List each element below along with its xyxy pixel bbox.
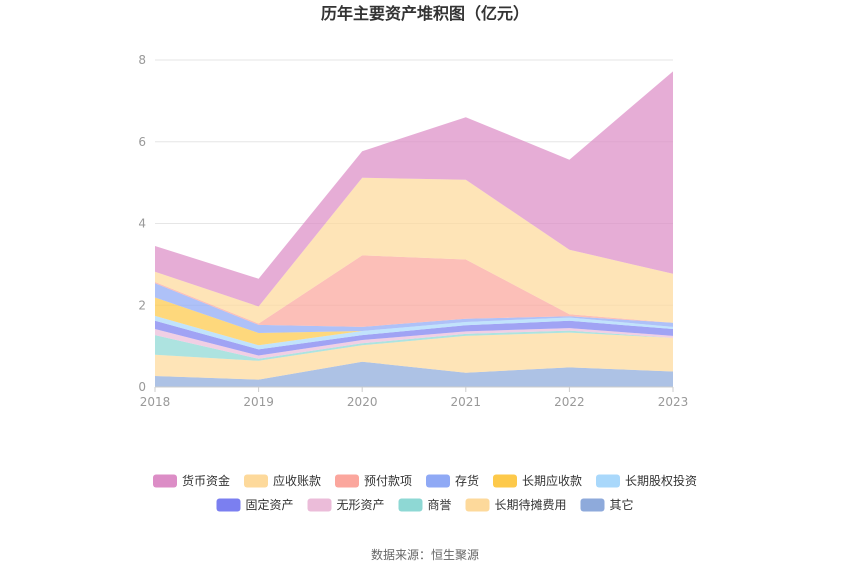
- legend-item-长期应收款[interactable]: 长期应收款: [493, 473, 582, 488]
- legend-label: 固定资产: [246, 497, 294, 512]
- y-tick-label: 6: [138, 135, 146, 149]
- legend-swatch: [596, 474, 620, 488]
- legend-swatch: [307, 498, 332, 512]
- legend-item-长期股权投资[interactable]: 长期股权投资: [596, 473, 697, 488]
- legend-label: 无形资产: [337, 498, 385, 512]
- legend-label: 货币资金: [182, 473, 230, 488]
- area-series-应收账款: [155, 177, 673, 324]
- areas: [155, 71, 673, 387]
- legend-swatch: [493, 474, 517, 488]
- legend-label: 其它: [610, 497, 634, 512]
- legend-swatch: [216, 498, 241, 512]
- x-tick-label: 2021: [451, 395, 482, 409]
- legend-swatch: [153, 474, 177, 488]
- legend-item-应收账款[interactable]: 应收账款: [244, 473, 321, 488]
- legend-item-货币资金[interactable]: 货币资金: [153, 473, 230, 488]
- area-series-存货: [155, 283, 673, 333]
- legend-item-长期待摊费用[interactable]: 长期待摊费用: [465, 498, 567, 512]
- legend-item-存货[interactable]: 存货: [426, 473, 479, 488]
- x-tick-label: 2019: [243, 395, 274, 409]
- legend-swatch: [580, 498, 605, 512]
- area-series-固定资产: [155, 320, 673, 356]
- area-series-货币资金: [155, 71, 673, 307]
- legend-item-预付款项[interactable]: 预付款项: [335, 474, 412, 488]
- legend-label: 存货: [455, 473, 479, 488]
- chart-title: 历年主要资产堆积图（亿元）: [321, 4, 529, 23]
- legend-item-固定资产[interactable]: 固定资产: [216, 497, 294, 512]
- area-series-预付款项: [155, 255, 673, 327]
- legend-item-商誉[interactable]: 商誉: [398, 497, 452, 512]
- x-tick-label: 2023: [658, 395, 689, 409]
- legend-swatch: [244, 474, 268, 488]
- x-tick-label: 2022: [554, 395, 585, 409]
- legend-swatch: [398, 498, 423, 512]
- data-source: 数据来源：恒生聚源: [371, 547, 479, 562]
- area-series-长期应收款: [155, 297, 673, 346]
- legend-swatch: [426, 474, 450, 488]
- x-tick-label: 2018: [140, 395, 171, 409]
- legend-item-无形资产[interactable]: 无形资产: [307, 498, 385, 512]
- y-tick-label: 8: [138, 53, 146, 67]
- y-tick-label: 0: [138, 380, 146, 394]
- legend-swatch: [335, 474, 359, 488]
- y-tick-label: 2: [138, 298, 146, 312]
- legend-label: 长期应收款: [522, 473, 582, 488]
- legend-label: 预付款项: [364, 474, 412, 488]
- legend-label: 长期待摊费用: [495, 498, 567, 512]
- legend-item-其它[interactable]: 其它: [580, 497, 634, 512]
- area-series-其它: [155, 361, 673, 387]
- legend-swatch: [465, 498, 490, 512]
- x-tick-label: 2020: [347, 395, 378, 409]
- area-series-长期待摊费用: [155, 332, 673, 380]
- legend-label: 长期股权投资: [625, 473, 697, 488]
- axes: 0 2 4 6 8 2018 2019 2020 2021 2022 2023: [138, 53, 688, 409]
- y-tick-label: 4: [138, 217, 146, 231]
- legend-label: 商誉: [428, 497, 452, 512]
- legend-label: 应收账款: [273, 473, 321, 488]
